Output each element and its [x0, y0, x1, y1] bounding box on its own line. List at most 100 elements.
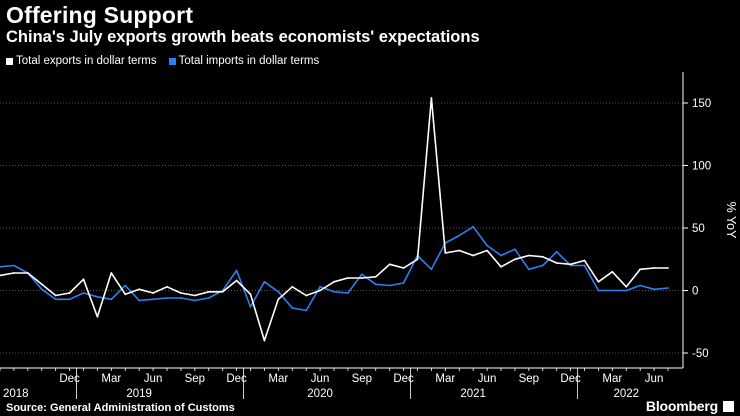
point-imports	[82, 292, 85, 294]
point-exports	[26, 272, 29, 274]
point-imports	[374, 283, 377, 286]
point-imports	[235, 269, 238, 272]
point-exports	[221, 290, 224, 293]
legend-swatch-imports	[168, 57, 176, 65]
x-tick-label: Mar	[602, 373, 622, 385]
point-exports	[583, 259, 586, 262]
point-imports	[54, 298, 57, 301]
point-imports	[291, 307, 294, 309]
point-exports	[68, 292, 71, 294]
point-exports	[388, 263, 391, 266]
point-imports	[347, 292, 349, 294]
point-exports	[374, 275, 377, 278]
point-exports	[263, 339, 266, 342]
point-exports	[305, 294, 308, 297]
point-imports	[402, 282, 405, 284]
point-imports	[625, 289, 628, 292]
point-exports	[486, 249, 488, 252]
point-exports	[653, 267, 655, 269]
point-imports	[639, 284, 642, 287]
point-imports	[277, 290, 280, 293]
x-year-label: 2019	[126, 388, 152, 400]
point-imports	[667, 287, 669, 289]
brand-icon	[723, 401, 734, 412]
point-imports	[500, 254, 502, 257]
point-exports	[611, 270, 614, 273]
point-exports	[514, 258, 516, 261]
point-imports	[40, 288, 43, 291]
legend-label-imports: Total imports in dollar terms	[178, 55, 320, 67]
x-tick-label: Dec	[226, 373, 247, 385]
point-imports	[555, 250, 558, 253]
point-imports	[583, 264, 586, 267]
legend-label-exports: Total exports in dollar terms	[16, 55, 157, 67]
point-imports	[360, 273, 363, 276]
point-exports	[458, 249, 461, 252]
point-imports	[486, 244, 488, 247]
point-imports	[388, 284, 391, 287]
point-exports	[110, 272, 113, 274]
point-imports	[514, 248, 516, 251]
legend-swatch-exports	[6, 57, 13, 65]
point-exports	[444, 252, 447, 254]
x-tick-label: Mar	[268, 373, 288, 385]
x-tick-label: Jun	[645, 373, 664, 385]
point-imports	[193, 299, 196, 302]
point-exports	[166, 285, 168, 288]
point-imports	[430, 268, 433, 271]
point-imports	[458, 234, 461, 237]
x-year-label: 2022	[613, 388, 639, 400]
point-exports	[40, 283, 43, 286]
point-imports	[653, 288, 655, 291]
point-exports	[333, 280, 335, 283]
point-exports	[152, 292, 154, 294]
point-imports	[597, 289, 600, 292]
x-tick-label: Sep	[352, 373, 372, 385]
point-imports	[138, 299, 141, 302]
point-exports	[597, 280, 600, 283]
x-tick-label: Mar	[435, 373, 455, 385]
legend-item-imports: Total imports in dollar terms	[168, 55, 320, 67]
chart-subtitle: China's July exports growth beats econom…	[6, 28, 480, 46]
point-imports	[249, 305, 252, 308]
x-tick-label: Mar	[101, 373, 121, 385]
series-line-imports	[0, 226, 669, 312]
point-imports	[611, 289, 614, 292]
y-tick-label: -50	[692, 348, 709, 360]
point-imports	[152, 298, 154, 301]
point-exports	[235, 279, 238, 282]
point-exports	[193, 294, 196, 297]
point-exports	[625, 285, 628, 288]
y-tick-label: 50	[692, 223, 705, 235]
y-axis-title: % YoY	[724, 202, 738, 240]
point-exports	[96, 315, 99, 318]
point-imports	[472, 225, 475, 228]
point-exports	[555, 262, 558, 264]
point-exports	[430, 97, 433, 99]
brand-logo: Bloomberg	[645, 398, 718, 414]
chart-title: Offering Support	[6, 2, 194, 28]
y-tick-label: 150	[692, 98, 711, 110]
y-tick-label: 0	[692, 286, 698, 298]
point-exports	[541, 255, 544, 258]
point-exports	[54, 294, 57, 297]
point-exports	[319, 289, 321, 292]
x-tick-label: Dec	[560, 373, 581, 385]
x-year-label: 2018	[3, 388, 29, 400]
point-exports	[472, 254, 475, 257]
point-exports	[207, 290, 210, 293]
point-imports	[96, 295, 99, 298]
point-imports	[541, 264, 544, 267]
point-exports	[569, 263, 572, 266]
x-tick-label: Dec	[393, 373, 414, 385]
legend-item-exports: Total exports in dollar terms	[6, 55, 157, 67]
point-imports	[124, 284, 127, 287]
point-imports	[305, 309, 308, 312]
point-exports	[500, 265, 502, 268]
point-exports	[527, 254, 530, 257]
source-note: Source: General Administration of Custom…	[6, 402, 235, 414]
point-imports	[180, 297, 182, 299]
x-tick-label: Jun	[478, 373, 497, 385]
point-exports	[667, 267, 669, 269]
